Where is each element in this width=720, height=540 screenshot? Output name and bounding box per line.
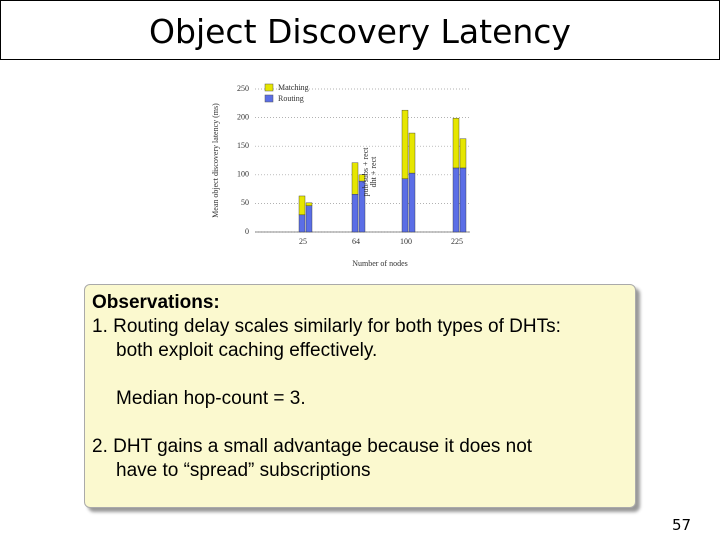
observation-line: 2. DHT gains a small advantage because i… [92, 436, 533, 457]
matching-bar [298, 195, 306, 216]
legend-label: Matching [278, 83, 309, 92]
observation-line: Median hop-count = 3. [116, 388, 306, 409]
routing-bar [452, 167, 460, 233]
x-axis-label: Number of nodes [352, 259, 408, 268]
observation-line: both exploit caching effectively. [116, 340, 378, 361]
y-tick-label: 50 [241, 198, 249, 207]
legend-swatch [264, 83, 274, 92]
chart: 0 50 100 150 200 250 Mean object discovery lat… [211, 83, 470, 268]
routing-bar [305, 205, 313, 233]
x-tick-label: 225 [451, 237, 463, 246]
observations-heading: Observations: [92, 292, 220, 313]
routing-bar [298, 214, 306, 233]
routing-bar [459, 167, 467, 233]
x-tick-label: 64 [352, 237, 360, 246]
routing-bar [351, 194, 359, 233]
y-tick-label: 0 [245, 227, 249, 236]
y-tick-label: 100 [237, 170, 249, 179]
y-tick-label: 200 [237, 112, 249, 121]
observation-line: 1. Routing delay scales similarly for bo… [92, 316, 561, 337]
matching-bar [408, 132, 416, 174]
slide-title: Object Discovery Latency [0, 0, 720, 60]
legend-label: Routing [278, 94, 304, 103]
routing-bar [408, 172, 416, 233]
bar-group-label: dht + rect [369, 156, 378, 188]
y-axis-label: Mean object discovery latency (ms) [211, 103, 220, 218]
x-tick-label: 25 [299, 237, 307, 246]
page-number: 57 [672, 516, 692, 534]
y-tick-label: 150 [237, 141, 249, 150]
bar-group-label: pub/subs + rect [361, 147, 370, 197]
matching-bar [358, 174, 366, 182]
observation-line: have to “spread” subscriptions [116, 460, 371, 481]
matching-bar [305, 202, 313, 206]
matching-bar [401, 109, 409, 180]
matching-bar [351, 162, 359, 195]
matching-bar [459, 138, 467, 169]
legend-swatch [264, 94, 274, 103]
observations-box: Observations: 1. Routing delay scales si… [84, 284, 636, 508]
y-tick-label: 250 [237, 84, 249, 93]
x-tick-label: 100 [400, 237, 412, 246]
routing-bar [401, 178, 409, 233]
matching-bar [452, 117, 460, 169]
